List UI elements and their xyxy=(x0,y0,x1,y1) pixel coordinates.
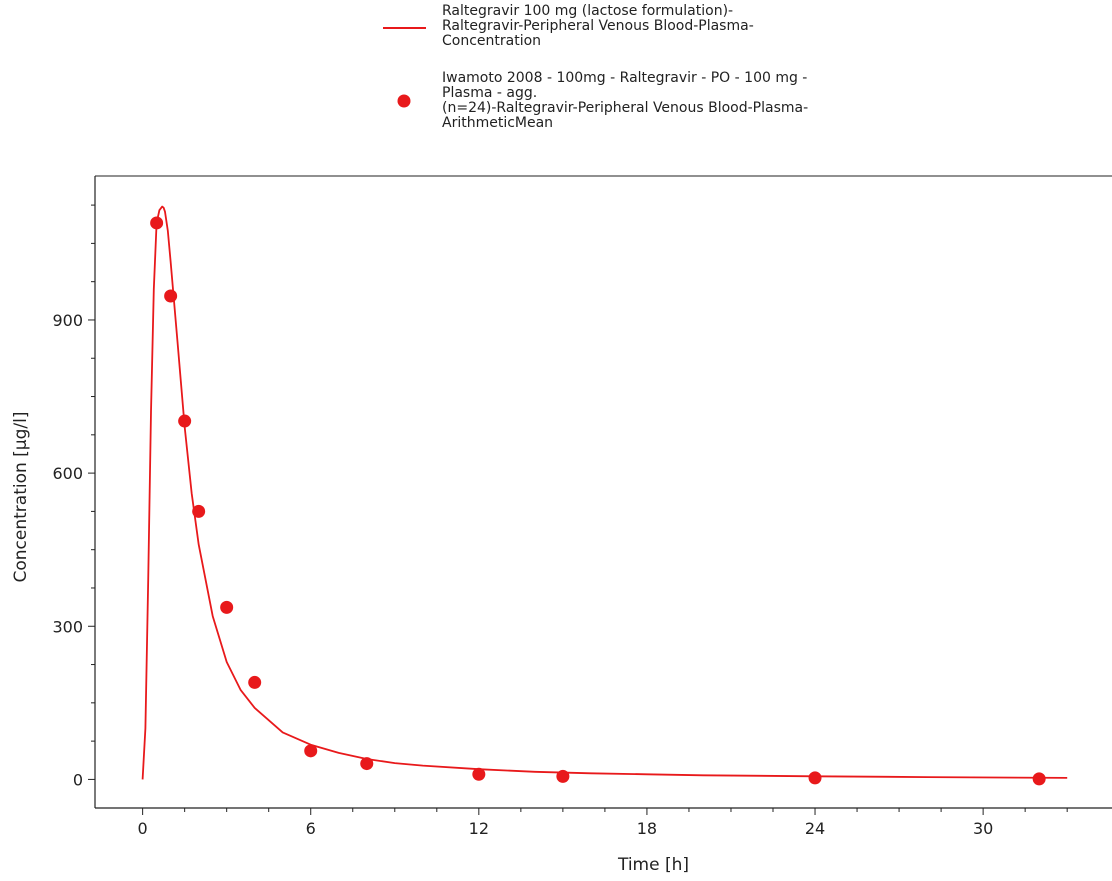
legend-line-swatch xyxy=(383,27,426,29)
x-tick-label: 12 xyxy=(469,819,489,838)
x-tick-label: 24 xyxy=(805,819,825,838)
x-axis-title: Time [h] xyxy=(617,855,689,875)
x-tick-label: 18 xyxy=(637,819,657,838)
y-tick-label: 600 xyxy=(52,464,83,483)
chart-axes xyxy=(94,175,1112,809)
x-tick-label: 30 xyxy=(973,819,993,838)
series-line-group xyxy=(141,205,1068,780)
y-axis-title: Concentration [µg/l] xyxy=(11,412,31,583)
legend-label-observed: Iwamoto 2008 - 100mg - Raltegravir - PO … xyxy=(442,70,809,131)
data-point-observed xyxy=(220,600,234,614)
data-point-observed xyxy=(248,675,262,689)
data-point-observed xyxy=(150,216,164,230)
data-point-observed xyxy=(360,757,374,771)
data-point-observed xyxy=(178,414,192,428)
series-point-group xyxy=(150,216,1046,786)
data-point-observed xyxy=(164,289,178,303)
data-point-observed xyxy=(472,767,486,781)
data-point-observed xyxy=(808,771,822,785)
series-line-simulation xyxy=(141,205,1068,780)
y-tick-label: 900 xyxy=(52,311,83,330)
y-tick-label: 300 xyxy=(52,617,83,636)
data-point-observed xyxy=(556,769,570,783)
x-tick-label: 6 xyxy=(306,819,316,838)
legend-label-simulation: Raltegravir 100 mg (lactose formulation)… xyxy=(442,3,754,49)
y-tick-label: 0 xyxy=(73,770,83,789)
x-tick-label: 0 xyxy=(138,819,148,838)
data-point-observed xyxy=(304,744,318,758)
data-point-observed xyxy=(1032,772,1046,786)
legend-marker-swatch xyxy=(397,94,411,108)
data-point-observed xyxy=(192,504,206,518)
